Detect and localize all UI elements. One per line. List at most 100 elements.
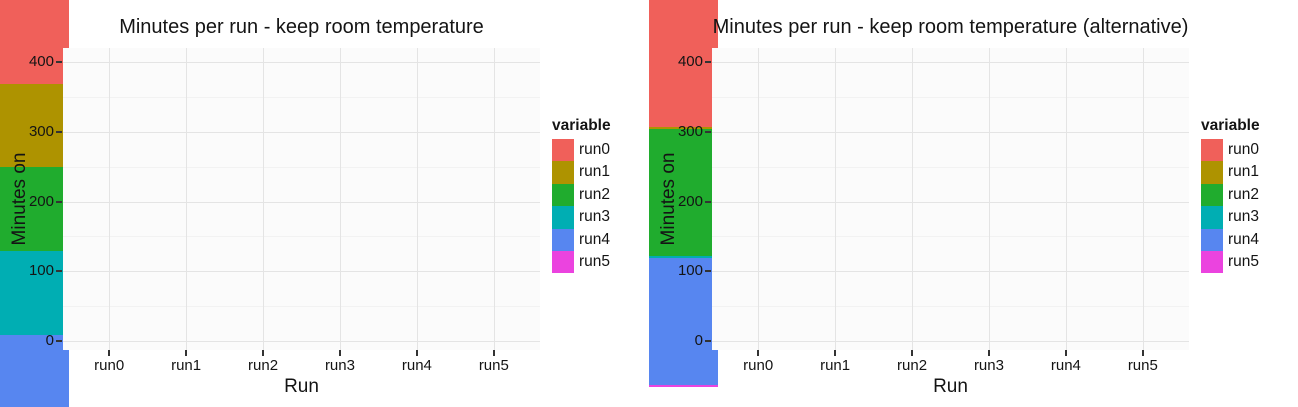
gridline-h-minor (63, 236, 540, 238)
y-tick-mark (56, 270, 62, 273)
gridline-h-major (712, 201, 1189, 203)
legend-label-run3: run3 (1228, 208, 1260, 226)
x-tick-label: run4 (401, 357, 432, 374)
gridline-v-major (493, 48, 495, 350)
y-tick-mark (56, 61, 62, 63)
bar-run4 (0, 334, 70, 407)
gridline-v-major (109, 48, 111, 350)
legend-label-run5: run5 (1228, 253, 1260, 270)
legend-swatch-run4 (552, 228, 574, 251)
x-tick-label: run2 (897, 357, 928, 374)
bar-run0 (0, 0, 70, 84)
x-tick-mark (911, 350, 914, 356)
bar-run5 (649, 384, 719, 388)
bar-run1 (649, 126, 719, 130)
y-tick-label: 200 (677, 192, 703, 210)
y-tick-label: 0 (45, 332, 54, 349)
gridline-h-major (63, 201, 540, 203)
x-tick-mark (1064, 350, 1067, 356)
y-tick-mark (56, 200, 62, 203)
legend-swatch-run1 (552, 161, 574, 184)
x-tick-mark (185, 350, 188, 356)
y-tick-label: 300 (28, 122, 54, 140)
legend-swatch-run5 (552, 251, 574, 274)
gridline-v-major (988, 48, 990, 350)
y-tick-mark (56, 130, 62, 133)
y-tick-label: 400 (677, 53, 703, 70)
legend-label-run3: run3 (579, 208, 611, 226)
plot-panel (712, 48, 1189, 350)
x-tick-mark (338, 350, 341, 356)
y-tick-label: 0 (694, 332, 703, 349)
gridline-v-major (416, 48, 418, 350)
x-tick-label: run5 (478, 357, 509, 374)
y-axis-title: Minutes on (9, 152, 30, 246)
gridline-v-major (186, 48, 188, 350)
y-tick-mark (705, 340, 711, 342)
y-tick-mark (56, 340, 62, 342)
gridline-h-major (63, 62, 540, 63)
gridline-v-major (912, 48, 914, 350)
bar-run3 (0, 251, 70, 335)
y-tick-label: 100 (28, 262, 54, 280)
gridline-h-major (63, 341, 540, 342)
legend-label-run4: run4 (1228, 230, 1260, 248)
bar-run0 (649, 0, 719, 127)
gridline-h-major (712, 271, 1189, 273)
gridline-v-major (1065, 48, 1067, 350)
x-tick-label: run3 (324, 357, 355, 374)
x-axis-title: Run (284, 376, 319, 397)
left-chart: 0 100 200 300 400 run0 run1 run2 run3 run4 run5 Min… (0, 0, 611, 407)
y-tick-label: 300 (677, 122, 703, 140)
gridline-h-minor (63, 166, 540, 168)
x-tick-mark (108, 350, 111, 356)
gridline-h-major (63, 271, 540, 273)
gridline-v-major (835, 48, 837, 350)
x-tick-label: run1 (820, 357, 851, 374)
legend-label-run1: run1 (1228, 163, 1260, 181)
x-tick-label: run0 (94, 357, 125, 374)
gridline-h-major (63, 131, 540, 133)
gridline-h-minor (63, 306, 540, 308)
y-axis-title: Minutes on (658, 152, 679, 246)
plot-panel (63, 48, 540, 350)
x-tick-mark (262, 350, 265, 356)
y-tick-mark (705, 130, 711, 133)
chart-title: Minutes per run - keep room temperature (119, 16, 484, 38)
legend-swatch-run4 (1201, 228, 1223, 251)
legend-label-run2: run2 (1228, 185, 1260, 203)
gridline-v-major (339, 48, 341, 350)
y-tick-label: 100 (677, 262, 703, 280)
gridline-h-minor (712, 166, 1189, 168)
y-tick-label: 200 (28, 192, 54, 210)
legend-label-run4: run4 (579, 230, 611, 248)
gridline-h-major (712, 131, 1189, 133)
x-tick-label: run5 (1127, 357, 1158, 374)
gridline-h-minor (712, 306, 1189, 308)
gridline-h-minor (63, 96, 540, 98)
x-tick-label: run3 (973, 357, 1004, 374)
legend-swatch-run0 (1201, 139, 1223, 162)
bar-run2 (649, 129, 719, 256)
bar-run3 (649, 255, 719, 259)
x-tick-mark (757, 350, 760, 356)
bar-run4 (649, 258, 719, 385)
gridline-h-minor (712, 96, 1189, 98)
right-chart: 0 100 200 300 400 run0 run1 run2 run3 run4 run5 Min… (649, 0, 1298, 407)
gridline-h-major (712, 341, 1189, 342)
legend-swatch-run3 (552, 206, 574, 229)
legend-label-run0: run0 (1228, 141, 1260, 158)
y-tick-label: 400 (28, 53, 54, 70)
x-tick-mark (415, 350, 418, 356)
gridline-h-minor (712, 236, 1189, 238)
legend-title: variable (1201, 117, 1260, 134)
x-axis-title: Run (933, 376, 968, 397)
legend-title: variable (552, 117, 611, 134)
y-tick-mark (705, 270, 711, 273)
x-tick-mark (492, 350, 495, 356)
x-tick-mark (834, 350, 837, 356)
gridline-h-major (712, 62, 1189, 63)
legend-label-run0: run0 (579, 141, 611, 158)
legend-label-run5: run5 (579, 253, 611, 270)
